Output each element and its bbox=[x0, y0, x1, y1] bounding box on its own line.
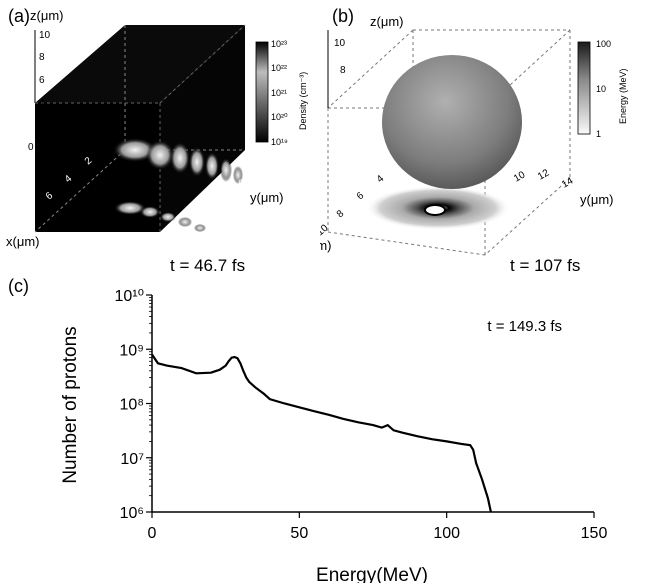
z-tick: 10 bbox=[39, 30, 51, 41]
x-tick: 4 bbox=[375, 173, 387, 185]
z-tick: 8 bbox=[340, 65, 346, 76]
panel-b-label: (b) bbox=[332, 6, 354, 26]
z-tick: 4 bbox=[39, 98, 45, 109]
series-line bbox=[151, 353, 492, 513]
x-tick: 10 bbox=[320, 222, 331, 238]
cb-tick: 100 bbox=[596, 39, 611, 49]
cb-tick: 10²³ bbox=[271, 39, 287, 49]
x-tick-label: 0 bbox=[148, 525, 157, 542]
panel-a-label: (a) bbox=[8, 6, 30, 26]
y-tick-label: 10¹⁰ bbox=[114, 288, 144, 305]
z-tick: 0 bbox=[28, 142, 34, 153]
panel-b-x-axis: 4 6 8 10 x(μm) bbox=[320, 173, 387, 253]
y-tick-label: 10⁷ bbox=[120, 451, 144, 468]
x-tick: 4 bbox=[63, 173, 75, 185]
y-tick-label: 10⁹ bbox=[119, 342, 144, 359]
y-tick: 10 bbox=[512, 169, 528, 184]
x-tick: 10 bbox=[7, 218, 23, 234]
chart-xlabel: Energy(MeV) bbox=[316, 565, 428, 583]
x-tick: 6 bbox=[355, 190, 367, 202]
cube-right-face bbox=[160, 25, 245, 232]
y-tick: 12 bbox=[536, 167, 552, 182]
panel-a-time: t = 46.7 fs bbox=[170, 256, 246, 275]
y-tick: 10 bbox=[232, 177, 248, 192]
cb-tick: 1 bbox=[596, 129, 601, 139]
z-tick: 2 bbox=[39, 121, 45, 132]
chart-annotation: t = 149.3 fs bbox=[487, 318, 562, 335]
proton-spectrum-chart: 0 50 100 150 10⁶ 10⁷ 10⁸ 10⁹ 10¹⁰ t = 149.3 fs E… bbox=[60, 288, 608, 583]
y-axis-label: y(μm) bbox=[250, 190, 283, 205]
x-tick: 6 bbox=[44, 190, 56, 202]
energy-colorbar: 100 10 1 Energy (MeV) bbox=[577, 39, 628, 139]
density-colorbar: 10²³ 10²² 10²¹ 10²⁰ 10¹⁹ Density (cm⁻³) bbox=[255, 39, 308, 147]
panel-b-y-axis: 10 12 14 y(μm) bbox=[512, 167, 613, 207]
cb-title: Energy (MeV) bbox=[618, 68, 628, 124]
cube-left-face bbox=[35, 103, 160, 232]
panel-c-label: (c) bbox=[8, 276, 29, 296]
y-tick-label: 10⁸ bbox=[119, 397, 144, 414]
panel-b-figure: 10 8 z(μm) 4 6 8 10 x(μm) 10 12 14 y(μm)… bbox=[320, 14, 628, 256]
cube-top-face bbox=[35, 25, 245, 103]
panel-b-z-axis: 10 8 z(μm) bbox=[327, 14, 403, 108]
y-tick: 14 bbox=[560, 175, 576, 190]
x-axis-label: x(μm) bbox=[320, 238, 331, 253]
x-tick-label: 150 bbox=[581, 525, 608, 542]
x-tick: 8 bbox=[25, 206, 37, 218]
x-tick-label: 100 bbox=[433, 525, 460, 542]
x-tick: 8 bbox=[335, 208, 347, 220]
proton-sphere bbox=[382, 55, 522, 189]
cb-tick: 10²⁰ bbox=[271, 112, 288, 122]
panel-b-time: t = 107 fs bbox=[510, 256, 581, 275]
z-axis-label: z(μm) bbox=[30, 8, 63, 23]
cb-tick: 10¹⁹ bbox=[271, 137, 288, 147]
density-wave-structures bbox=[113, 138, 243, 232]
panel-a-figure: 10 8 6 4 2 0 z(μm) 2 4 6 8 10 x(μm) 10 y… bbox=[6, 8, 308, 249]
z-axis-label: z(μm) bbox=[370, 14, 403, 29]
y-tick-label: 10⁶ bbox=[120, 505, 144, 522]
z-tick: 10 bbox=[334, 38, 346, 49]
panel-a-z-axis: 10 8 6 4 2 0 z(μm) bbox=[28, 8, 63, 153]
cb-tick: 10 bbox=[596, 84, 606, 94]
y-axis-label: y(μm) bbox=[580, 192, 613, 207]
x-tick: 2 bbox=[83, 155, 95, 167]
panel-a-y-axis: 10 y(μm) bbox=[232, 177, 283, 205]
x-tick-label: 50 bbox=[290, 525, 308, 542]
chart-ylabel: Number of protons bbox=[60, 326, 81, 483]
z-tick: 6 bbox=[39, 75, 45, 86]
cb-tick: 10²² bbox=[271, 63, 287, 73]
cb-tick: 10²¹ bbox=[271, 88, 287, 98]
cb-title: Density (cm⁻³) bbox=[298, 72, 308, 130]
z-tick: 8 bbox=[39, 52, 45, 63]
x-axis-label: x(μm) bbox=[6, 234, 39, 249]
